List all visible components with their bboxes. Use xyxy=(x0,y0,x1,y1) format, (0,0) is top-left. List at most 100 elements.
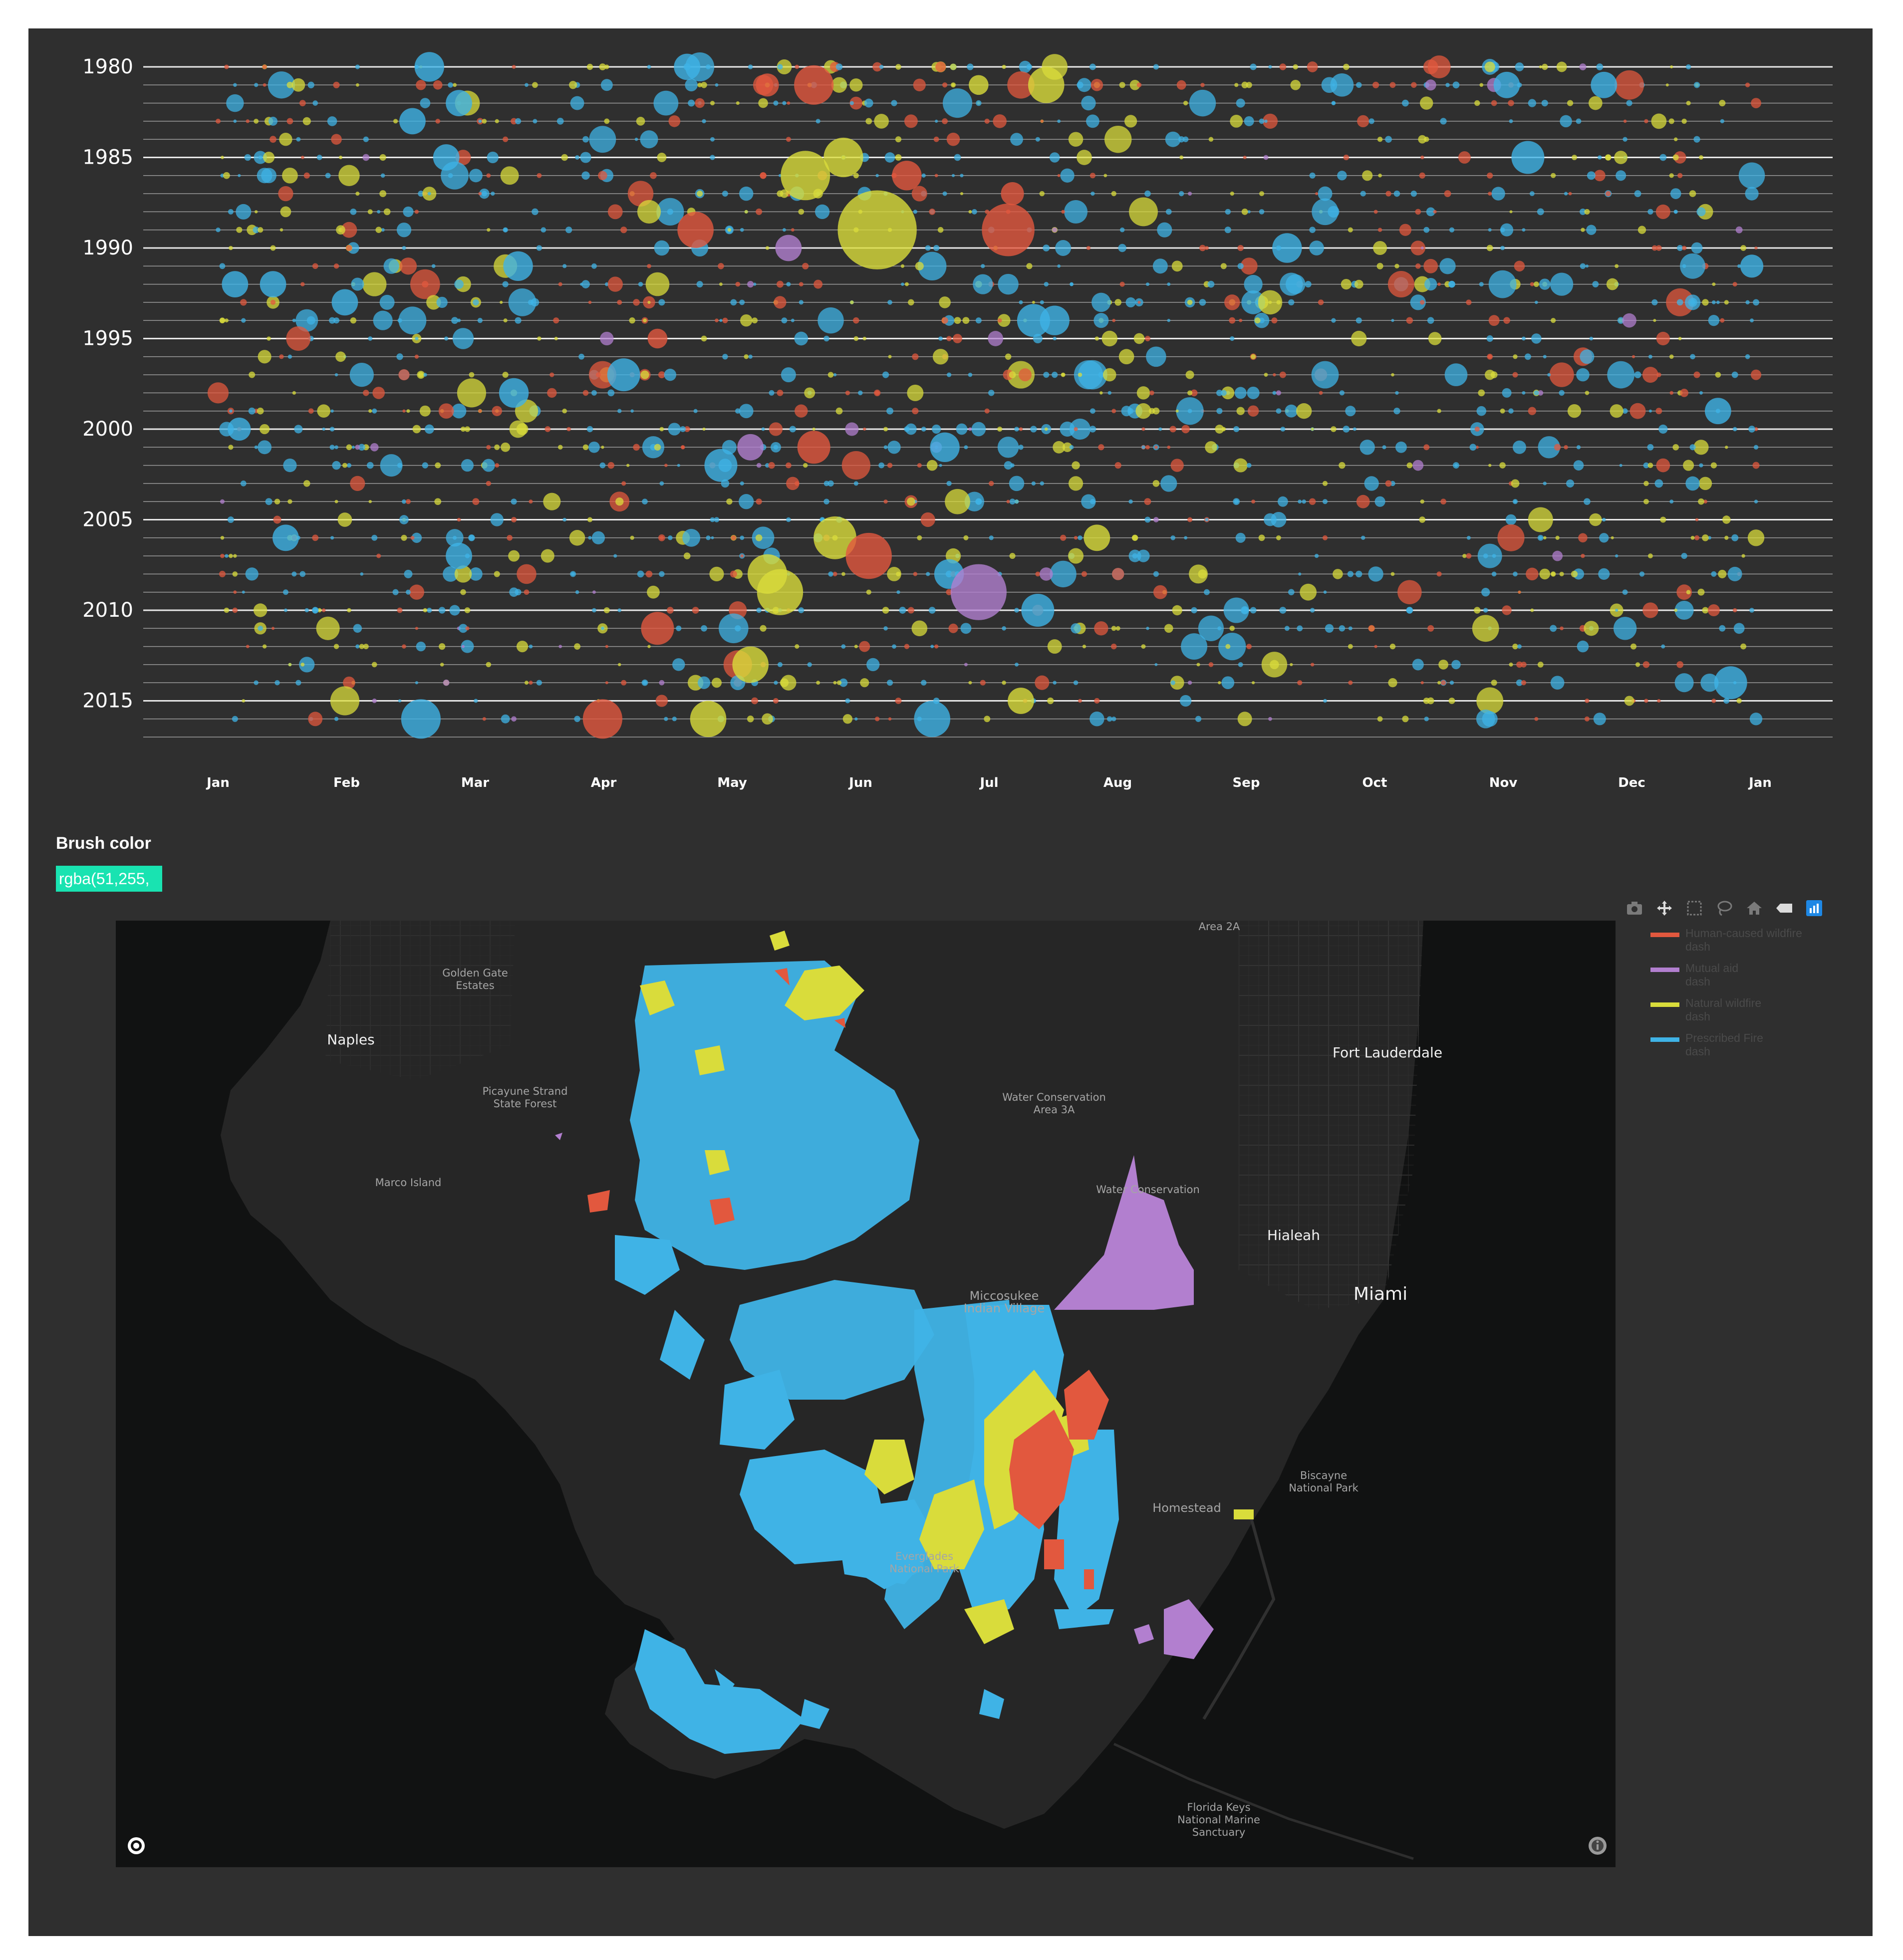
fire-point[interactable] xyxy=(255,210,258,214)
fire-point[interactable] xyxy=(1285,274,1306,294)
fire-point[interactable] xyxy=(440,663,444,667)
fire-point[interactable] xyxy=(372,408,377,414)
fire-point[interactable] xyxy=(1399,224,1411,236)
legend-item[interactable]: Mutual aid dash xyxy=(1650,962,1860,988)
fire-point[interactable] xyxy=(1129,197,1158,227)
fire-point[interactable] xyxy=(1522,228,1526,232)
fire-point[interactable] xyxy=(677,464,680,467)
fire-point[interactable] xyxy=(1348,680,1353,685)
fire-point[interactable] xyxy=(1596,63,1604,70)
fire-point[interactable] xyxy=(1488,270,1517,298)
fire-point[interactable] xyxy=(1290,80,1301,90)
fire-point[interactable] xyxy=(1440,118,1447,125)
fire-point[interactable] xyxy=(294,425,303,434)
fire-point[interactable] xyxy=(607,276,623,292)
fire-point[interactable] xyxy=(415,337,419,340)
fire-point[interactable] xyxy=(668,535,673,540)
fire-point[interactable] xyxy=(1385,191,1391,197)
fire-point[interactable] xyxy=(929,209,936,215)
fire-point[interactable] xyxy=(589,126,616,153)
fire-point[interactable] xyxy=(1466,535,1471,540)
fire-point[interactable] xyxy=(1643,462,1649,469)
fire-point[interactable] xyxy=(693,409,698,413)
fire-point[interactable] xyxy=(827,372,834,378)
fire-point[interactable] xyxy=(756,208,763,215)
fire-point[interactable] xyxy=(892,644,896,649)
fire-point[interactable] xyxy=(1290,663,1293,667)
fire-point[interactable] xyxy=(1424,277,1437,291)
fire-point[interactable] xyxy=(1368,625,1375,632)
fire-point[interactable] xyxy=(1676,584,1692,600)
fire-point[interactable] xyxy=(1364,476,1379,491)
fire-point[interactable] xyxy=(789,426,796,433)
fire-point[interactable] xyxy=(777,64,783,70)
fire-point[interactable] xyxy=(1215,425,1224,434)
fire-point[interactable] xyxy=(621,481,626,486)
fire-point[interactable] xyxy=(1356,317,1362,324)
fire-point[interactable] xyxy=(1343,63,1350,70)
fire-point[interactable] xyxy=(874,717,880,722)
fire-point[interactable] xyxy=(503,251,533,281)
fire-point[interactable] xyxy=(599,462,606,469)
fire-point[interactable] xyxy=(1078,372,1083,377)
fire-point[interactable] xyxy=(1057,119,1061,123)
fire-point[interactable] xyxy=(1689,190,1696,197)
fire-point[interactable] xyxy=(930,432,960,462)
fire-point[interactable] xyxy=(1740,245,1746,251)
fire-point[interactable] xyxy=(1693,371,1700,378)
fire-point[interactable] xyxy=(1187,409,1192,414)
fire-point[interactable] xyxy=(1584,716,1590,722)
fire-point[interactable] xyxy=(1279,607,1287,614)
fire-point[interactable] xyxy=(1170,535,1176,540)
fire-point[interactable] xyxy=(683,552,691,559)
fire-point[interactable] xyxy=(1702,299,1709,306)
fire-point[interactable] xyxy=(709,566,724,581)
fire-point[interactable] xyxy=(419,405,431,417)
fire-point[interactable] xyxy=(258,350,272,364)
fire-point[interactable] xyxy=(695,98,705,108)
fire-point[interactable] xyxy=(1009,553,1016,559)
fire-point[interactable] xyxy=(782,101,787,105)
fire-point[interactable] xyxy=(1236,98,1245,108)
fire-point[interactable] xyxy=(443,679,450,686)
fire-point[interactable] xyxy=(355,445,360,450)
fire-point[interactable] xyxy=(1385,136,1392,143)
fire-point[interactable] xyxy=(786,282,791,287)
fire-point[interactable] xyxy=(1437,282,1441,286)
fire-point[interactable] xyxy=(1154,445,1158,449)
fire-point[interactable] xyxy=(402,499,406,504)
fire-point[interactable] xyxy=(645,272,670,296)
fire-point[interactable] xyxy=(892,161,922,191)
fire-point[interactable] xyxy=(1733,608,1737,613)
fire-point[interactable] xyxy=(1167,282,1171,286)
fire-point[interactable] xyxy=(1347,571,1354,577)
fire-point[interactable] xyxy=(962,317,970,324)
fire-point[interactable] xyxy=(607,358,640,392)
fire-point[interactable] xyxy=(915,261,924,270)
fire-point[interactable] xyxy=(1448,698,1455,704)
fire-point[interactable] xyxy=(997,314,1011,327)
fire-point[interactable] xyxy=(601,446,604,449)
fire-point[interactable] xyxy=(1090,408,1095,414)
fire-point[interactable] xyxy=(837,190,917,269)
fire-point[interactable] xyxy=(676,625,682,631)
fire-point[interactable] xyxy=(1551,173,1556,178)
fire-point[interactable] xyxy=(303,480,310,487)
fire-point[interactable] xyxy=(1077,78,1091,92)
fire-point[interactable] xyxy=(960,192,964,196)
fire-point[interactable] xyxy=(1508,100,1514,106)
fire-point[interactable] xyxy=(752,526,775,549)
fire-point[interactable] xyxy=(925,245,931,251)
fire-point[interactable] xyxy=(486,445,491,450)
fire-point[interactable] xyxy=(607,204,623,220)
fire-point[interactable] xyxy=(398,306,427,335)
fire-point[interactable] xyxy=(719,282,723,286)
fire-point[interactable] xyxy=(1144,190,1151,197)
prescribed-fire-perimeters[interactable] xyxy=(615,961,1119,1754)
fire-point[interactable] xyxy=(872,62,882,72)
fire-point[interactable] xyxy=(988,390,995,396)
fire-point[interactable] xyxy=(1298,499,1302,504)
fire-point[interactable] xyxy=(660,535,664,540)
fire-point[interactable] xyxy=(537,336,542,341)
mutual-aid-perimeters[interactable] xyxy=(555,1133,1214,1659)
